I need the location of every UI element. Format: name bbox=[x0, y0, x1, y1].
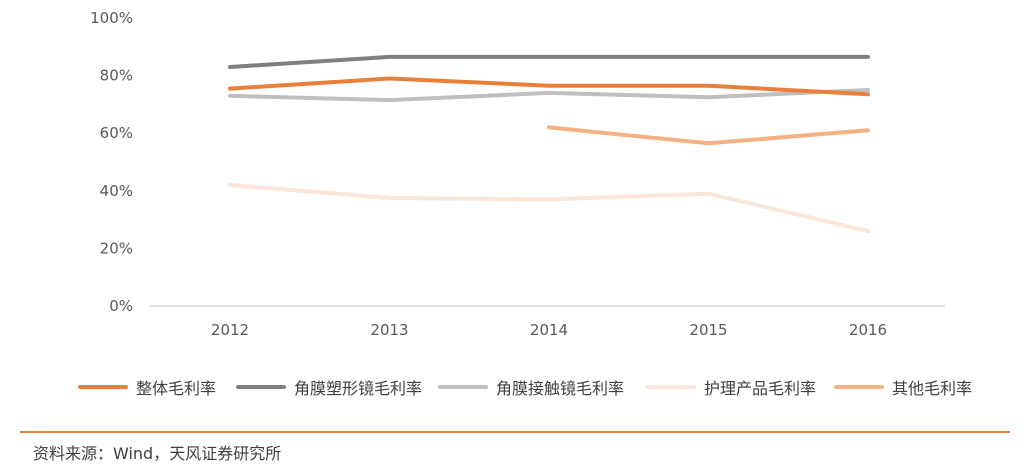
series-line-4 bbox=[547, 125, 870, 146]
x-tick-label: 2014 bbox=[530, 321, 568, 339]
x-tick-label: 2012 bbox=[211, 321, 249, 339]
legend-label-care-products: 护理产品毛利率 bbox=[704, 379, 817, 398]
line-chart: 0% 20% 40% 60% 80% 100% 2012 2013 2014 2015 2016 bbox=[90, 9, 945, 339]
source-note: 资料来源：Wind，天风证券研究所 bbox=[33, 444, 282, 463]
x-tick-label: 2016 bbox=[849, 321, 887, 339]
series-line-2 bbox=[228, 88, 870, 103]
y-tick-label: 20% bbox=[100, 239, 133, 257]
legend-item-ortho-k: 角膜塑形镜毛利率 bbox=[236, 374, 422, 400]
legend-label-contact-lens: 角膜接触镜毛利率 bbox=[496, 379, 625, 398]
legend: 整体毛利率 角膜塑形镜毛利率 角膜接触镜毛利率 护理产品毛利率 其他毛利率 bbox=[0, 374, 1032, 400]
legend-label-other: 其他毛利率 bbox=[892, 379, 973, 398]
legend-label-ortho-k: 角膜塑形镜毛利率 bbox=[294, 379, 423, 398]
y-tick-label: 40% bbox=[100, 182, 133, 200]
x-tick-label: 2015 bbox=[689, 321, 727, 339]
y-tick-label: 80% bbox=[100, 67, 133, 85]
y-tick-label: 60% bbox=[100, 124, 133, 142]
legend-swatch-ortho-k bbox=[236, 385, 286, 389]
legend-swatch-overall bbox=[78, 385, 128, 389]
legend-label-overall: 整体毛利率 bbox=[136, 379, 217, 398]
legend-item-overall: 整体毛利率 bbox=[78, 374, 216, 400]
y-tick-label: 0% bbox=[109, 297, 133, 315]
x-tick-label: 2013 bbox=[370, 321, 408, 339]
legend-swatch-other bbox=[834, 385, 884, 389]
x-axis: 2012 2013 2014 2015 2016 bbox=[211, 321, 887, 339]
series-line-0 bbox=[228, 76, 870, 97]
y-tick-label: 100% bbox=[90, 9, 133, 27]
legend-item-contact-lens: 角膜接触镜毛利率 bbox=[438, 374, 624, 400]
footer-divider bbox=[20, 431, 1010, 433]
legend-swatch-contact-lens bbox=[438, 385, 488, 389]
legend-item-care-products: 护理产品毛利率 bbox=[646, 374, 816, 400]
legend-swatch-care-products bbox=[646, 385, 696, 389]
series-line-3 bbox=[228, 183, 870, 234]
series-layer bbox=[228, 54, 870, 234]
legend-item-other: 其他毛利率 bbox=[834, 374, 972, 400]
y-axis: 0% 20% 40% 60% 80% 100% bbox=[90, 9, 133, 315]
series-line-1 bbox=[228, 54, 870, 69]
